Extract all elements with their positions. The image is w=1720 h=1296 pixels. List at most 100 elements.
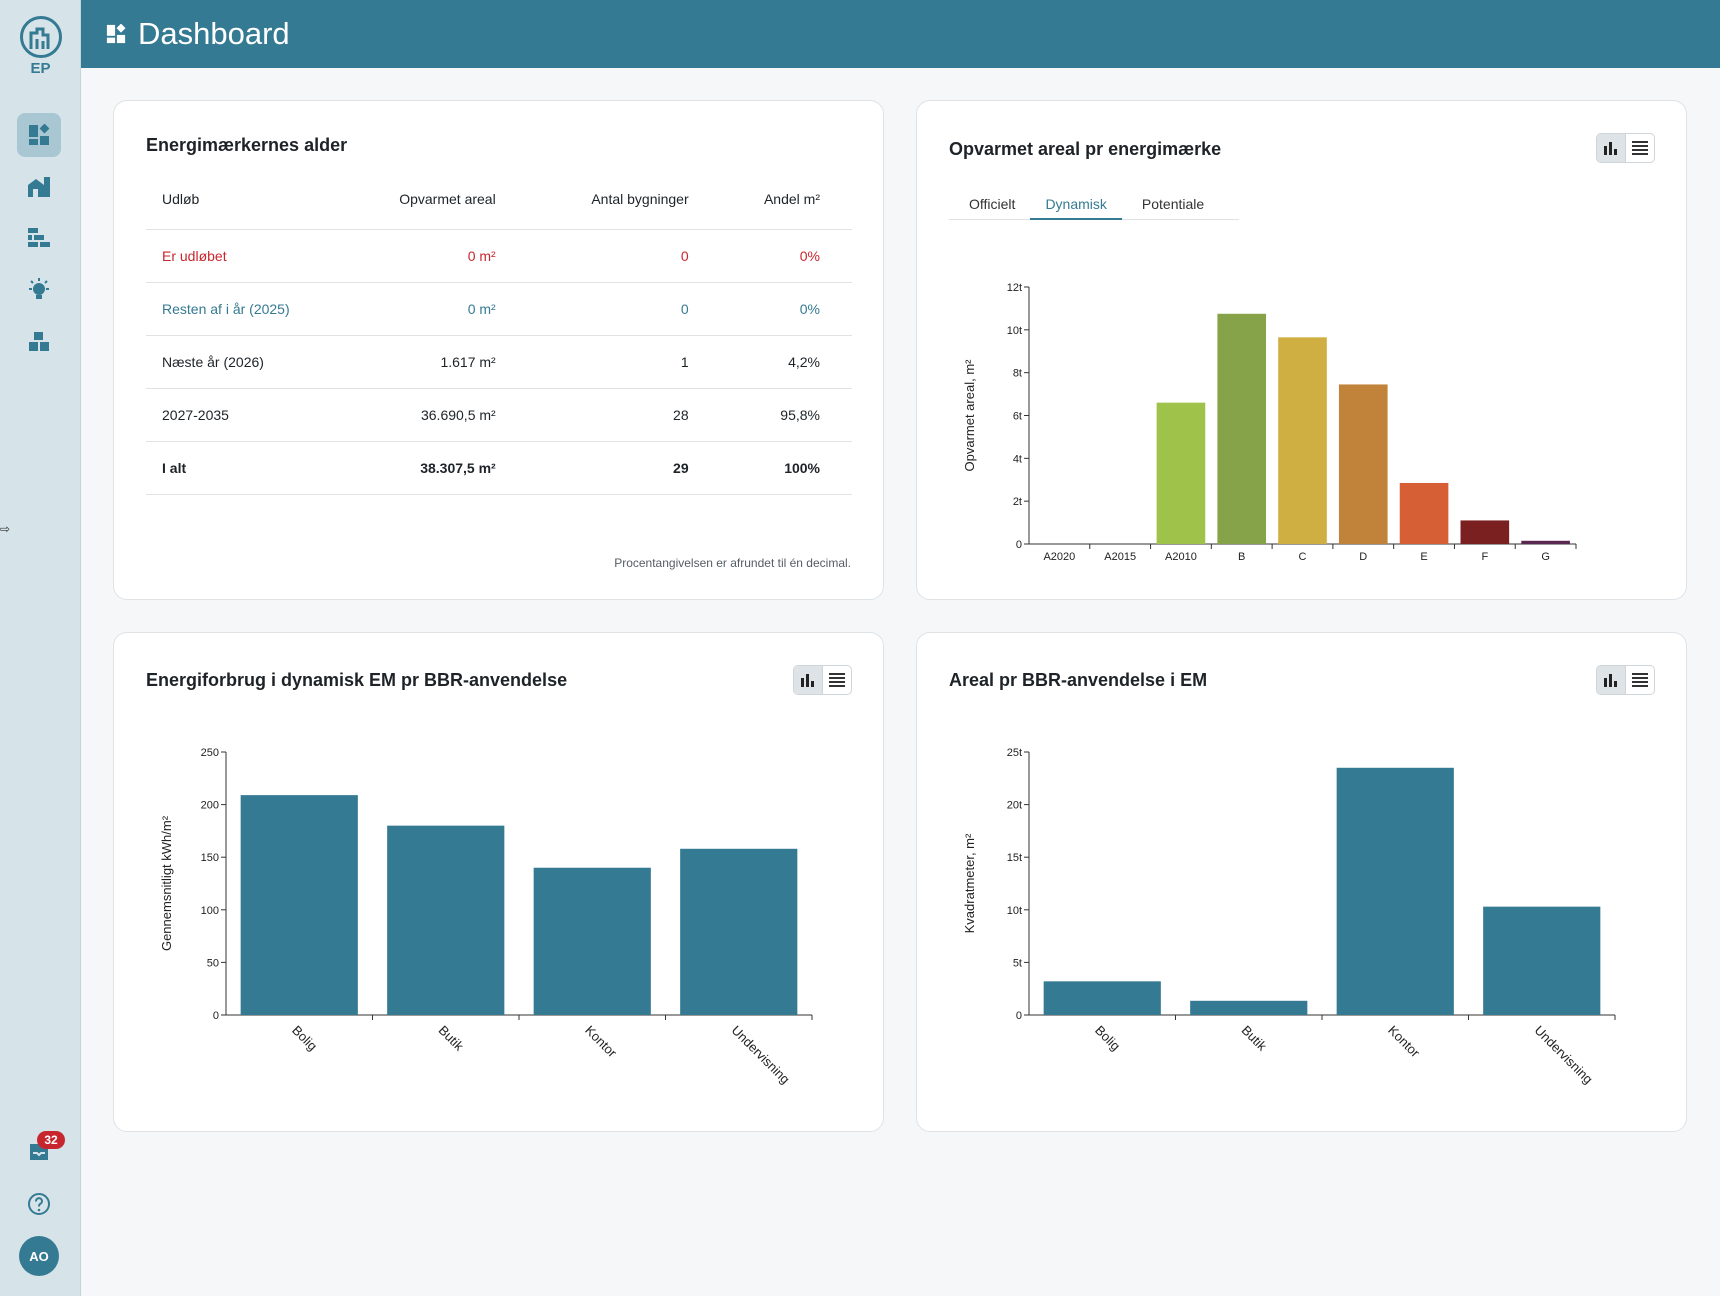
sidebar-item-blocks[interactable] [17, 320, 61, 364]
blocks-icon [29, 332, 49, 351]
y-tick-label: 6t [1013, 411, 1022, 423]
area-card-title: Areal pr BBR-anvendelse i EM [949, 670, 1208, 690]
x-tick-label: Undervisning [1532, 1023, 1596, 1087]
table-view-button[interactable] [823, 666, 851, 694]
sidebar-item-ideas[interactable] [17, 268, 61, 312]
y-tick-label: 200 [201, 800, 219, 812]
y-tick-label: 0 [1016, 539, 1022, 551]
x-tick-label: Butik [436, 1023, 467, 1054]
notification-badge: 32 [37, 1131, 65, 1149]
chart-view-button[interactable] [1597, 666, 1626, 694]
table-cell: Næste år (2026) [146, 335, 336, 389]
bar [1338, 384, 1388, 544]
bar-chart-icon [1603, 674, 1617, 687]
avatar[interactable]: AO [19, 1236, 59, 1276]
bar-chart-icon [1603, 142, 1617, 155]
dashboard-icon [106, 24, 126, 44]
header: Dashboard [81, 0, 1720, 68]
sidebar: EP 32 AO [0, 0, 81, 1296]
table-cell: 2027-2035 [146, 388, 336, 442]
age-card-title: Energimærkernes alder [146, 135, 348, 155]
chart-view-button[interactable] [1597, 134, 1626, 162]
page-title: Dashboard [138, 16, 290, 51]
y-tick-label: 4t [1013, 453, 1022, 465]
x-tick-label: F [1481, 551, 1488, 563]
bar [1399, 482, 1449, 544]
y-tick-label: 15t [1007, 852, 1022, 864]
x-tick-label: Undervisning [729, 1023, 793, 1087]
y-tick-label: 2t [1013, 496, 1022, 508]
building-logo-icon [29, 27, 50, 49]
y-tick-label: 12t [1007, 282, 1022, 294]
x-tick-label: A2015 [1104, 551, 1136, 563]
wall-icon [28, 228, 50, 247]
table-row: Næste år (2026) 1.617 m² 1 4,2% [146, 335, 852, 389]
table-cell: 38.307,5 m² [336, 441, 528, 495]
logo-text: EP [30, 60, 51, 77]
energy-use-card: Energiforbrug i dynamisk EM pr BBR-anven… [113, 632, 884, 1132]
list-icon [828, 673, 845, 687]
bar [1190, 1000, 1308, 1015]
table-cell: 95,8% [720, 388, 852, 442]
sidebar-item-dashboard[interactable] [17, 113, 61, 157]
table-cell: 1.617 m² [336, 335, 528, 389]
bar-chart-icon [800, 674, 814, 687]
bar [1156, 402, 1206, 544]
x-tick-label: Kontor [1385, 1023, 1423, 1061]
x-tick-label: Bolig [289, 1023, 320, 1054]
x-tick-label: G [1541, 551, 1550, 563]
view-toggle [1596, 133, 1655, 163]
column-header[interactable]: Antal bygninger [527, 170, 721, 230]
x-tick-label: D [1359, 551, 1367, 563]
table-view-button[interactable] [1626, 134, 1654, 162]
column-header[interactable]: Udløb [146, 170, 336, 230]
y-axis-label: Opvarmet areal, m² [962, 359, 977, 472]
tab-dynamisk[interactable]: Dynamisk [1030, 188, 1122, 220]
x-tick-label: A2020 [1043, 551, 1075, 563]
table-cell: I alt [146, 441, 336, 495]
y-tick-label: 5t [1013, 957, 1022, 969]
energy-label-card-title: Opvarmet areal pr energimærke [949, 139, 1222, 159]
table-cell: 4,2% [720, 335, 852, 389]
table-cell: 0 m² [336, 282, 528, 336]
table-cell: 28 [527, 388, 721, 442]
y-tick-label: 100 [201, 905, 219, 917]
sidebar-item-wall[interactable] [17, 216, 61, 260]
age-table: Udløb Opvarmet areal Antal bygninger And… [146, 170, 852, 495]
y-tick-label: 10t [1007, 905, 1022, 917]
x-tick-label: Kontor [582, 1023, 620, 1061]
y-tick-label: 150 [201, 852, 219, 864]
y-tick-label: 0 [1016, 1010, 1022, 1022]
table-total-row: I alt 38.307,5 m² 29 100% [146, 441, 852, 495]
y-axis-label: Kvadratmeter, m² [962, 833, 977, 933]
table-cell: 1 [527, 335, 721, 389]
energy-use-card-title: Energiforbrug i dynamisk EM pr BBR-anven… [146, 670, 568, 690]
dashboard-icon [29, 124, 50, 145]
tab-officielt[interactable]: Officielt [969, 196, 1016, 212]
x-tick-label: A2010 [1165, 551, 1197, 563]
bar [533, 867, 651, 1015]
sidebar-item-buildings[interactable] [17, 164, 61, 208]
x-tick-label: Butik [1239, 1023, 1270, 1054]
sidebar-item-help[interactable] [17, 1182, 61, 1226]
y-tick-label: 0 [213, 1010, 219, 1022]
chart-view-button[interactable] [794, 666, 823, 694]
logo-icon[interactable] [20, 16, 62, 58]
table-cell: 0% [720, 229, 852, 283]
list-icon [1631, 673, 1648, 687]
table-cell: 36.690,5 m² [336, 388, 528, 442]
table-cell: 0 [527, 229, 721, 283]
table-view-button[interactable] [1626, 666, 1654, 694]
y-tick-label: 10t [1007, 325, 1022, 337]
y-axis-label: Gennemsnitligt kWh/m² [159, 815, 174, 951]
energy-label-card: Opvarmet areal pr energimærke Officielt … [916, 100, 1687, 600]
column-header[interactable]: Andel m² [720, 170, 852, 230]
energy-label-chart: 0 2t 4t 6t 8t 10t 12t A2020 A2015 A2010 B C D E F G Opva… [962, 282, 1577, 563]
tab-potentiale[interactable]: Potentiale [1141, 196, 1205, 212]
column-header[interactable]: Opvarmet areal [336, 170, 528, 230]
table-header-row: Udløb Opvarmet areal Antal bygninger And… [146, 170, 852, 230]
y-tick-label: 50 [207, 957, 219, 969]
bar [1483, 906, 1601, 1015]
collapse-arrow-icon[interactable]: ⇨ [0, 522, 11, 536]
bar [1043, 981, 1161, 1015]
